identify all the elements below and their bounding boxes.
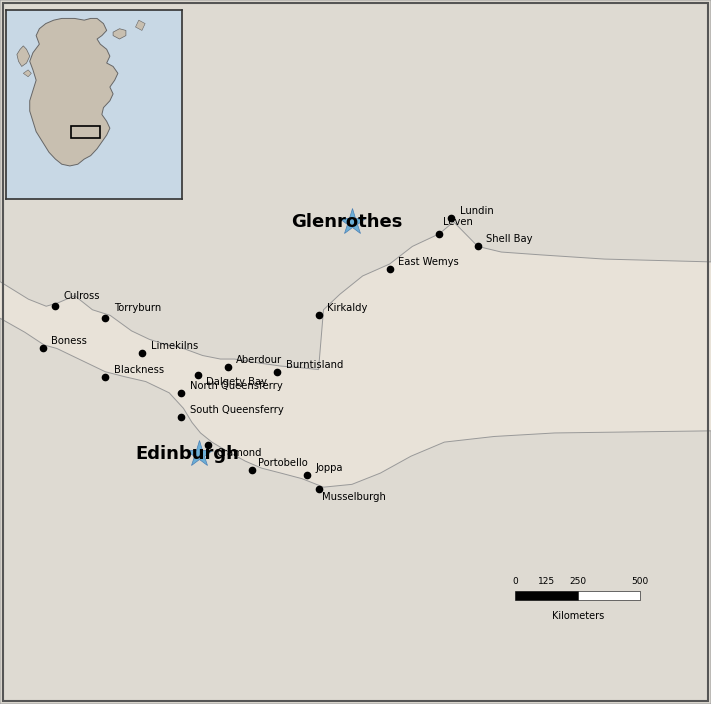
Text: East Wemys: East Wemys bbox=[398, 257, 459, 267]
Text: Lundin: Lundin bbox=[460, 206, 493, 216]
Bar bbox=[577, 591, 640, 600]
Text: North Queensferry: North Queensferry bbox=[190, 381, 282, 391]
Text: 250: 250 bbox=[569, 577, 587, 586]
Polygon shape bbox=[0, 318, 711, 704]
Text: Glenrothes: Glenrothes bbox=[292, 213, 403, 231]
Polygon shape bbox=[30, 18, 118, 166]
Bar bbox=[515, 591, 577, 600]
Text: Musselburgh: Musselburgh bbox=[322, 492, 386, 502]
Text: Cramond: Cramond bbox=[216, 448, 262, 458]
Polygon shape bbox=[0, 0, 711, 370]
Polygon shape bbox=[23, 70, 31, 77]
Text: Shell Bay: Shell Bay bbox=[486, 234, 533, 244]
Text: Joppa: Joppa bbox=[316, 463, 343, 473]
Text: Kilometers: Kilometers bbox=[552, 611, 604, 621]
Text: Torryburn: Torryburn bbox=[114, 303, 161, 313]
Text: Boness: Boness bbox=[51, 337, 87, 346]
Polygon shape bbox=[136, 20, 145, 30]
Text: Kirkaldy: Kirkaldy bbox=[327, 303, 368, 313]
Text: Blackness: Blackness bbox=[114, 365, 164, 375]
Text: Burntisland: Burntisland bbox=[286, 360, 343, 370]
Text: Limekilns: Limekilns bbox=[151, 341, 198, 351]
Text: 0: 0 bbox=[513, 577, 518, 586]
Text: Aberdour: Aberdour bbox=[236, 356, 282, 365]
Text: Dalgety Bay: Dalgety Bay bbox=[206, 377, 267, 387]
Text: Edinburgh: Edinburgh bbox=[135, 445, 239, 463]
Text: South Queensferry: South Queensferry bbox=[190, 405, 284, 415]
Polygon shape bbox=[113, 29, 126, 39]
Text: Leven: Leven bbox=[443, 217, 473, 227]
Polygon shape bbox=[17, 46, 30, 66]
Text: 125: 125 bbox=[538, 577, 555, 586]
Text: Culross: Culross bbox=[63, 291, 100, 301]
Text: Portobello: Portobello bbox=[258, 458, 308, 468]
Text: 500: 500 bbox=[631, 577, 648, 586]
Bar bbox=[71, 127, 100, 139]
